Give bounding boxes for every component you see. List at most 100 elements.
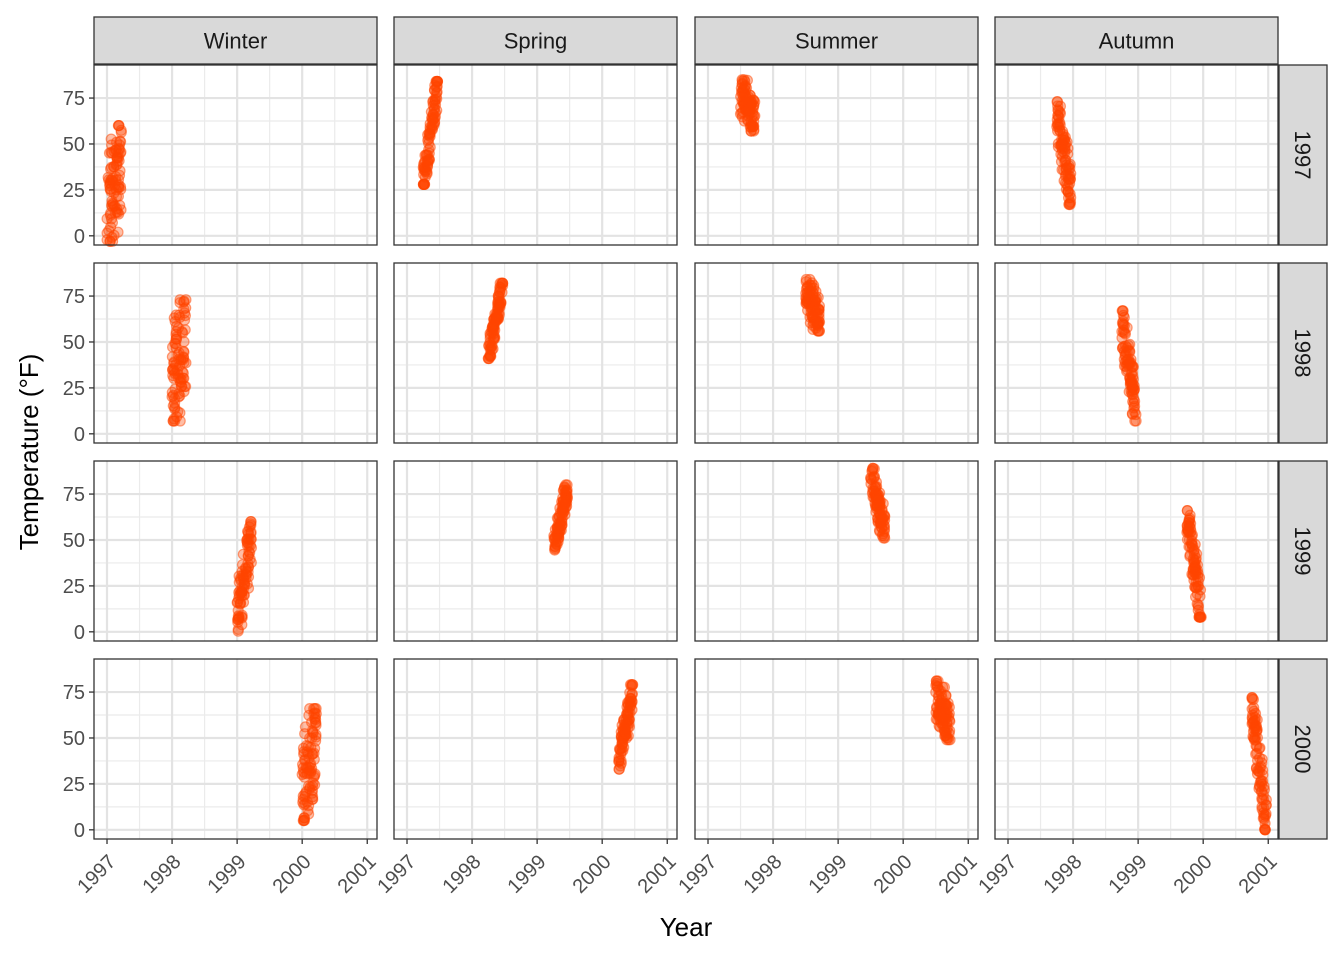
data-point <box>425 106 437 118</box>
panel-frame <box>93 460 378 642</box>
y-tick-label: 75 <box>63 88 85 110</box>
y-tick-label: 0 <box>74 424 85 446</box>
x-tick-label: 2001 <box>634 851 681 898</box>
panel-frame <box>694 262 979 444</box>
panel-frame <box>93 658 378 840</box>
y-tick-label: 0 <box>74 226 85 248</box>
data-point <box>738 115 751 127</box>
data-point <box>484 349 496 361</box>
data-point <box>431 75 443 88</box>
data-point <box>876 512 888 525</box>
data-point <box>299 721 311 733</box>
data-point <box>804 285 817 298</box>
panel-frame <box>393 262 678 444</box>
data-point <box>105 139 118 151</box>
data-point <box>558 502 570 514</box>
data-point <box>429 94 441 106</box>
data-point <box>1183 525 1195 538</box>
data-point <box>243 545 255 558</box>
data-point <box>558 481 571 493</box>
data-point <box>423 147 435 159</box>
y-tick-label: 0 <box>74 622 85 644</box>
y-tick-label: 50 <box>63 332 85 354</box>
x-tick-label: 1999 <box>504 851 551 898</box>
data-point <box>872 489 885 501</box>
strip-label-spring: Spring <box>504 29 568 54</box>
strip-label-winter: Winter <box>204 29 268 54</box>
data-point <box>245 515 257 528</box>
panel-frame <box>694 658 979 840</box>
data-point <box>307 726 319 738</box>
data-point <box>113 119 125 132</box>
data-point <box>174 376 187 388</box>
data-point <box>237 548 249 560</box>
data-point <box>1057 164 1070 176</box>
x-tick-label: 2001 <box>1235 851 1282 898</box>
strip-right-bg <box>1278 460 1328 642</box>
x-tick-label: 2000 <box>269 851 316 898</box>
data-point <box>867 462 879 474</box>
x-tick-label: 1997 <box>674 851 721 898</box>
x-tick-label: 2001 <box>334 851 381 898</box>
strip-label-1997: 1997 <box>1290 131 1315 180</box>
data-point <box>1064 173 1076 185</box>
y-tick-label: 25 <box>63 576 85 598</box>
data-point <box>865 473 877 485</box>
panel-frame <box>93 64 378 246</box>
panel-frame <box>994 460 1279 642</box>
y-tick-label: 75 <box>63 484 85 506</box>
strip-top-bg <box>994 16 1279 65</box>
x-tick-label: 1998 <box>739 851 786 898</box>
data-point <box>739 80 751 93</box>
data-point <box>1054 125 1066 137</box>
data-point <box>1184 517 1197 530</box>
x-tick-label: 1999 <box>805 851 852 898</box>
strip-label-2000: 2000 <box>1290 725 1315 774</box>
data-point <box>1193 571 1206 584</box>
data-point <box>489 332 501 344</box>
data-point <box>492 312 504 324</box>
data-point <box>1126 388 1138 400</box>
data-point <box>942 710 955 723</box>
y-tick-label: 25 <box>63 180 85 202</box>
data-point <box>303 783 316 795</box>
data-point <box>242 561 255 573</box>
strip-top-bg <box>694 16 979 65</box>
y-axis-title: Temperature (°F) <box>14 354 44 551</box>
data-point <box>1130 415 1142 427</box>
points-layer <box>101 74 1272 836</box>
data-point <box>173 309 185 321</box>
panel-frame <box>393 64 678 246</box>
data-point <box>742 115 754 127</box>
data-point <box>809 306 822 318</box>
data-point <box>232 613 244 626</box>
data-point <box>1250 762 1263 774</box>
data-point <box>169 337 181 349</box>
panel-frame <box>694 64 979 246</box>
strip-right-bg <box>1278 64 1328 246</box>
data-point <box>1194 611 1207 623</box>
data-point <box>626 688 638 700</box>
strip-label-autumn: Autumn <box>1099 29 1175 54</box>
x-tick-label: 1997 <box>73 851 120 898</box>
data-point <box>551 522 563 534</box>
data-point <box>235 586 247 598</box>
data-point <box>1256 803 1268 815</box>
data-point <box>1116 332 1128 344</box>
data-point <box>550 538 562 550</box>
data-point <box>737 90 750 102</box>
data-point <box>240 572 252 584</box>
data-point <box>614 760 626 772</box>
y-tick-label: 50 <box>63 530 85 552</box>
data-point <box>748 110 760 123</box>
y-tick-label: 50 <box>63 134 85 156</box>
data-point <box>429 107 441 119</box>
data-point <box>107 175 119 187</box>
x-tick-label: 2000 <box>569 851 616 898</box>
data-point <box>1246 712 1258 724</box>
strip-top-bg <box>393 16 678 65</box>
data-point <box>1249 722 1261 735</box>
x-tick-label: 1999 <box>204 851 251 898</box>
panel-frame <box>393 460 678 642</box>
